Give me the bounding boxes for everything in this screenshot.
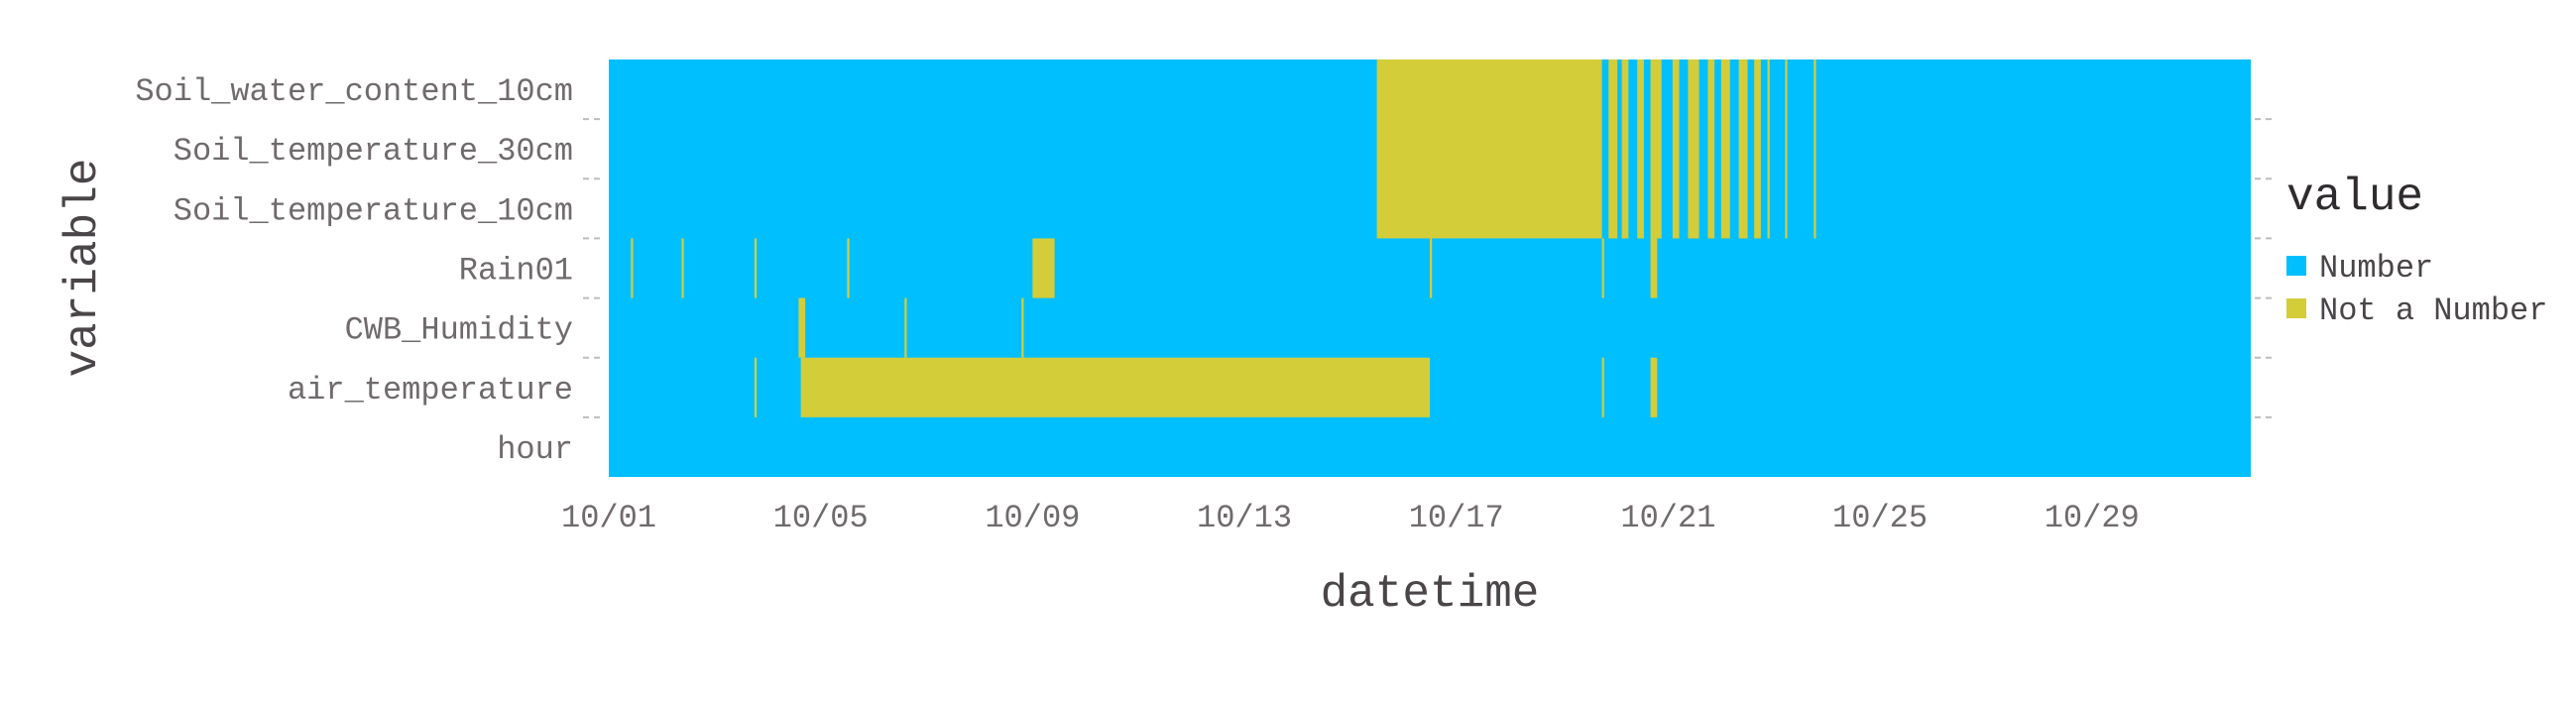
missing-segment-2 bbox=[1621, 59, 1629, 239]
legend-title: value bbox=[2286, 172, 2423, 223]
missing-segment-4 bbox=[1650, 59, 1662, 239]
y-tick-label-soil-temperature-10cm: Soil_temperature_10cm bbox=[174, 192, 573, 229]
missing-segment-6 bbox=[1688, 59, 1699, 239]
y-tick-label-cwb-humidity: CWB_Humidity bbox=[345, 312, 573, 349]
y-tick-label-soil-temperature-30cm: Soil_temperature_30cm bbox=[174, 133, 573, 170]
x-tick-label-10-21: 10/21 bbox=[1620, 500, 1715, 536]
missing-segment-19 bbox=[1430, 238, 1433, 298]
legend-label-not-a-number: Not a Number bbox=[2319, 293, 2547, 329]
missing-segment-21 bbox=[1650, 238, 1658, 298]
missing-segment-13 bbox=[1814, 59, 1816, 239]
x-axis-tick-labels-layer: 10/01 10/05 10/09 10/13 10/17 10/21 10/25 10/29 bbox=[561, 500, 2140, 536]
legend-swatch-not-a-number bbox=[2286, 298, 2306, 318]
x-tick-label-10-01: 10/01 bbox=[561, 500, 656, 536]
missing-segment-20 bbox=[1601, 238, 1604, 298]
missing-segment-16 bbox=[754, 238, 758, 298]
missing-segment-7 bbox=[1707, 59, 1715, 239]
missing-segment-14 bbox=[631, 238, 634, 298]
legend: value Number Not a Number bbox=[2286, 172, 2547, 329]
missing-segment-1 bbox=[1608, 59, 1618, 239]
y-tick-label-air-temperature: air_temperature bbox=[288, 372, 573, 409]
missing-segment-22 bbox=[798, 297, 806, 358]
missing-segment-9 bbox=[1738, 59, 1748, 239]
row-tick-marks-layer bbox=[583, 118, 2277, 418]
missing-segment-17 bbox=[847, 238, 850, 298]
legend-swatch-number bbox=[2286, 256, 2306, 276]
missing-segment-11 bbox=[1767, 59, 1770, 239]
missing-segment-3 bbox=[1637, 59, 1644, 239]
x-tick-label-10-09: 10/09 bbox=[985, 500, 1080, 536]
missing-segment-10 bbox=[1754, 59, 1761, 239]
missing-segment-28 bbox=[1650, 357, 1658, 417]
x-tick-label-10-17: 10/17 bbox=[1409, 500, 1504, 536]
x-tick-label-10-05: 10/05 bbox=[773, 500, 869, 536]
y-axis-title: variable bbox=[58, 159, 109, 378]
x-tick-label-10-29: 10/29 bbox=[2045, 500, 2140, 536]
missing-segment-0 bbox=[1376, 59, 1602, 239]
x-tick-label-10-25: 10/25 bbox=[1832, 500, 1928, 536]
missing-segment-12 bbox=[1785, 59, 1788, 239]
legend-label-number: Number bbox=[2319, 250, 2433, 287]
y-tick-label-soil-water-content-10cm: Soil_water_content_10cm bbox=[135, 73, 573, 110]
y-tick-label-rain01: Rain01 bbox=[459, 253, 573, 290]
missing-segment-24 bbox=[1021, 297, 1024, 358]
x-axis-title: datetime bbox=[1321, 568, 1540, 620]
missing-segment-26 bbox=[800, 357, 1430, 417]
missing-segment-18 bbox=[1032, 238, 1055, 298]
missing-segment-23 bbox=[904, 297, 907, 358]
missing-segment-8 bbox=[1720, 59, 1730, 239]
missing-segment-27 bbox=[1601, 357, 1604, 417]
missing-segments-layer bbox=[631, 59, 1816, 417]
x-tick-label-10-13: 10/13 bbox=[1197, 500, 1292, 536]
missing-segment-15 bbox=[681, 238, 684, 298]
missing-segment-5 bbox=[1672, 59, 1680, 239]
y-tick-label-hour: hour bbox=[497, 431, 573, 468]
missing-segment-25 bbox=[754, 357, 758, 417]
y-axis-tick-labels-layer: Soil_water_content_10cm Soil_temperature_… bbox=[135, 73, 573, 468]
